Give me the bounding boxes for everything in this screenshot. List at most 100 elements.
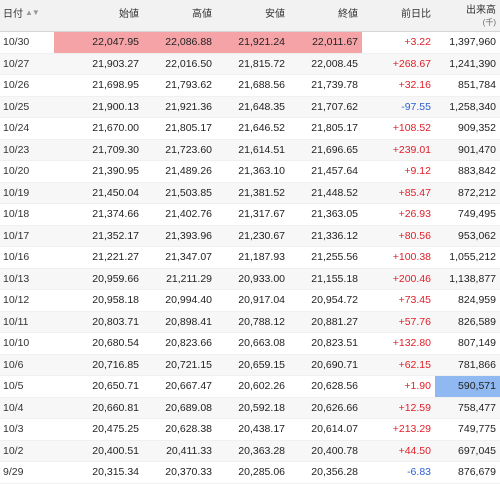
close-cell: 21,448.52	[311, 186, 358, 199]
date-cell: 9/29	[3, 466, 24, 479]
open-cell: 20,716.85	[92, 358, 139, 371]
date-cell: 10/18	[3, 208, 30, 221]
table-row: 10/20 21,390.95 21,489.26 21,363.10 21,457.6…	[0, 161, 500, 183]
open-cell: 20,958.18	[92, 294, 139, 307]
table-body: 10/30 22,047.95 22,086.88 21,921.24 22,011.6…	[0, 32, 500, 484]
low-cell: 21,688.56	[238, 79, 285, 92]
date-cell: 10/2	[3, 444, 24, 457]
close-cell: 21,255.56	[311, 251, 358, 264]
change-cell: +80.56	[398, 229, 431, 242]
high-cell: 21,347.07	[165, 251, 212, 264]
open-cell: 20,315.34	[92, 466, 139, 479]
close-cell: 20,628.56	[311, 380, 358, 393]
open-cell: 20,475.25	[92, 423, 139, 436]
table-row: 10/6 20,716.85 20,721.15 20,659.15 20,690.71…	[0, 354, 500, 376]
low-cell: 21,648.35	[238, 100, 285, 113]
low-cell: 21,646.52	[238, 122, 285, 135]
table-row: 10/10 20,680.54 20,823.66 20,663.08 20,823.5…	[0, 333, 500, 355]
change-cell: +213.29	[392, 423, 431, 436]
close-cell: 21,457.64	[311, 165, 358, 178]
close-cell: 20,881.27	[311, 315, 358, 328]
close-cell: 21,363.05	[311, 208, 358, 221]
volume-cell: 826,589	[458, 315, 496, 328]
table-row: 10/13 20,959.66 21,211.29 20,933.00 21,155.1…	[0, 268, 500, 290]
date-cell: 10/27	[3, 57, 30, 70]
volume-cell: 697,045	[458, 444, 496, 457]
high-cell: 21,723.60	[165, 143, 212, 156]
date-cell: 10/5	[3, 380, 24, 393]
open-cell: 21,698.95	[92, 79, 139, 92]
close-cell: 20,626.66	[311, 401, 358, 414]
date-cell: 10/4	[3, 401, 24, 414]
volume-cell: 1,258,340	[449, 100, 496, 113]
change-cell: +44.50	[398, 444, 431, 457]
table-header: 日付 ▲▼ 始値 高値 安値 終値 前日比 出来高 (千)	[0, 0, 500, 32]
volume-cell: 883,842	[458, 165, 496, 178]
open-cell: 21,900.13	[92, 100, 139, 113]
table-row: 9/29 20,315.34 20,370.33 20,285.06 20,356.28…	[0, 462, 500, 484]
high-cell: 20,689.08	[165, 401, 212, 414]
low-cell: 21,317.67	[238, 208, 285, 221]
volume-cell: 901,470	[458, 143, 496, 156]
close-cell: 22,011.67	[289, 32, 362, 53]
change-cell: +73.45	[398, 294, 431, 307]
volume-column-header: 出来高 (千)	[435, 0, 500, 29]
date-cell: 10/6	[3, 358, 24, 371]
open-cell: 22,047.95	[54, 32, 143, 53]
date-cell: 10/16	[3, 251, 30, 264]
high-cell: 20,721.15	[165, 358, 212, 371]
open-cell: 21,670.00	[92, 122, 139, 135]
change-cell: +32.16	[398, 79, 431, 92]
high-cell: 21,393.96	[165, 229, 212, 242]
high-cell: 20,667.47	[165, 380, 212, 393]
high-cell: 21,402.76	[165, 208, 212, 221]
date-header-label: 日付	[3, 9, 23, 20]
change-cell: +1.90	[404, 380, 431, 393]
open-cell: 21,221.27	[92, 251, 139, 264]
volume-cell: 1,055,212	[449, 251, 496, 264]
close-cell: 21,805.17	[311, 122, 358, 135]
table-row: 10/5 20,650.71 20,667.47 20,602.26 20,628.56…	[0, 376, 500, 398]
open-cell: 21,450.04	[92, 186, 139, 199]
volume-cell: 909,352	[458, 122, 496, 135]
high-cell: 20,823.66	[165, 337, 212, 350]
high-cell: 20,411.33	[166, 444, 212, 457]
table-row: 10/19 21,450.04 21,503.85 21,381.52 21,448.5…	[0, 182, 500, 204]
change-cell: -97.55	[401, 100, 431, 113]
low-cell: 20,363.28	[238, 444, 285, 457]
volume-cell: 749,495	[458, 208, 496, 221]
table-row: 10/12 20,958.18 20,994.40 20,917.04 20,954.7…	[0, 290, 500, 312]
volume-cell: 758,477	[458, 401, 496, 414]
open-cell: 21,352.17	[92, 229, 139, 242]
open-cell: 20,680.54	[92, 337, 139, 350]
close-cell: 20,356.28	[311, 466, 358, 479]
low-cell: 21,614.51	[238, 143, 285, 156]
close-cell: 22,008.45	[311, 57, 358, 70]
volume-cell: 781,866	[458, 358, 496, 371]
high-column-header: 高値	[192, 9, 212, 20]
table-row: 10/24 21,670.00 21,805.17 21,646.52 21,805.1…	[0, 118, 500, 140]
low-cell: 20,788.12	[238, 315, 285, 328]
sort-icon[interactable]: ▲▼	[25, 8, 40, 17]
low-cell: 20,602.26	[238, 380, 285, 393]
volume-cell: 876,679	[458, 466, 496, 479]
change-cell: -6.83	[407, 466, 431, 479]
change-cell: +57.76	[398, 315, 431, 328]
volume-cell: 807,149	[458, 337, 496, 350]
volume-cell: 872,212	[458, 186, 496, 199]
low-cell: 20,438.17	[238, 423, 285, 436]
table-row: 10/16 21,221.27 21,347.07 21,187.93 21,255.5…	[0, 247, 500, 269]
low-column-header: 安値	[265, 9, 285, 20]
date-column-header[interactable]: 日付 ▲▼	[0, 0, 54, 20]
close-cell: 21,707.62	[311, 100, 358, 113]
change-cell: +132.80	[392, 337, 431, 350]
change-cell: +26.93	[398, 208, 431, 221]
volume-header-label: 出来高	[466, 5, 496, 16]
high-cell: 22,016.50	[165, 57, 212, 70]
volume-cell: 590,571	[435, 376, 500, 397]
date-cell: 10/30	[3, 36, 30, 49]
open-column-header: 始値	[119, 9, 139, 20]
open-cell: 21,709.30	[92, 143, 139, 156]
low-cell: 21,230.67	[238, 229, 285, 242]
close-cell: 20,954.72	[311, 294, 358, 307]
